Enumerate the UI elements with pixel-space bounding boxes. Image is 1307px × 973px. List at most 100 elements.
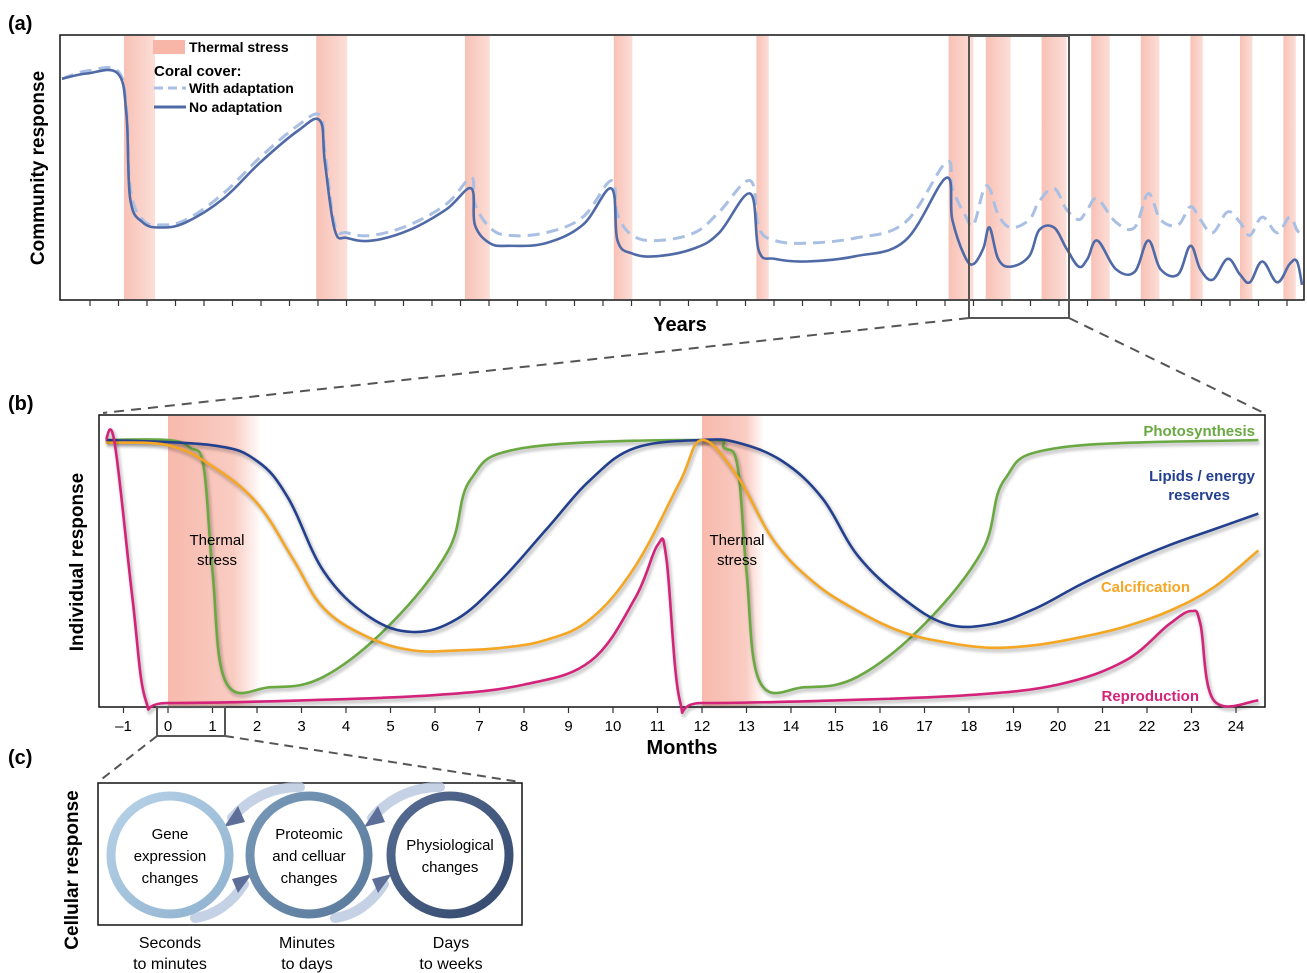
panel-a-legend: Thermal stress Coral cover: With adaptat…	[153, 39, 294, 115]
series-label-reproduction: Reproduction	[1102, 688, 1200, 705]
timescale-1-line1: Seconds	[139, 935, 201, 952]
arrowhead-bottom-1	[232, 874, 252, 893]
stress-band-a-4	[613, 36, 633, 299]
series-label-lipids-1: Lipids / energy	[1149, 468, 1256, 485]
series-line-with-adaptation	[61, 65, 1304, 245]
stress-band-a-5	[756, 36, 769, 299]
legend-thermal-label: Thermal stress	[189, 39, 289, 55]
zoom-box-a	[968, 35, 1070, 319]
b-tick-label-14: 13	[738, 718, 755, 735]
zoom-connector-left	[102, 317, 970, 414]
stress-band-a-10	[1140, 36, 1160, 299]
panel-a-label: (a)	[8, 13, 32, 35]
b-tick-label-1: 0	[164, 718, 172, 735]
b-tick-label-2: 1	[208, 718, 216, 735]
arrowhead-bottom-2	[372, 874, 392, 893]
circle-2-line3: changes	[281, 870, 338, 887]
panel-b-lines	[104, 428, 1262, 718]
b-tick-label-13: 12	[694, 718, 711, 735]
stress-label-2-line2: stress	[717, 552, 757, 569]
stress-label-1-line1: Thermal	[189, 532, 244, 549]
b-tick-label-7: 6	[431, 718, 439, 735]
series-line-reproduction	[104, 428, 1259, 714]
panel-c-ylabel: Cellular response	[62, 790, 83, 949]
b-tick-label-20: 19	[1005, 718, 1022, 735]
circle-1-line3: changes	[142, 870, 199, 887]
panel-a-frame	[59, 34, 1305, 301]
b-tick-label-12: 11	[650, 718, 666, 735]
zoom-connector-right	[1068, 317, 1265, 414]
series-line-photosynthesis	[105, 438, 1259, 695]
panel-a-ticks	[89, 300, 1288, 306]
zoom-connector-c-right	[224, 735, 521, 783]
panel-b-xlabel: Months	[646, 737, 717, 759]
legend-coral-title: Coral cover:	[154, 63, 242, 80]
b-tick-label-3: 2	[253, 718, 261, 735]
b-tick-label-25: 24	[1228, 718, 1245, 735]
arrowhead-top-1	[224, 806, 245, 827]
circle-2-line1: Proteomic	[275, 826, 343, 843]
zoom-connector-c-left	[97, 735, 158, 783]
b-tick-label-9: 8	[520, 718, 528, 735]
panel-b-ticks: –1 0 1 2 3 4 5 6 7 8 9 10 11 12 13 14 15 16 17 18 19 20 21 22 23…	[115, 707, 1244, 735]
b-tick-label-15: 14	[783, 718, 800, 735]
series-line-no-adaptation	[61, 68, 1304, 286]
circle-3-line1: Physiological	[406, 837, 494, 854]
stress-band-a-11	[1190, 36, 1203, 299]
panel-a-lines	[61, 65, 1304, 286]
legend-thermal-swatch	[153, 40, 185, 54]
circle-1-line1: Gene	[152, 826, 189, 843]
b-tick-label-16: 15	[827, 718, 844, 735]
stress-band-a-8	[1041, 36, 1067, 299]
legend-without-label: No adaptation	[189, 99, 282, 115]
b-tick-label-11: 10	[605, 718, 622, 735]
b-tick-label-10: 9	[564, 718, 572, 735]
series-label-lipids-2: reserves	[1168, 487, 1230, 504]
panel-c-label: (c)	[8, 747, 32, 769]
panel-b-ylabel: Individual response	[67, 473, 88, 651]
panel-b: (b) –1 0 1 2 3 4 5 6 7 8 9 10 11 12 13 14 15 16 17 18 19 20 21…	[8, 393, 1266, 783]
timescale-1-line2: to minutes	[133, 956, 207, 973]
b-tick-label-5: 4	[342, 718, 350, 735]
panel-b-label: (b)	[8, 393, 34, 415]
timescale-3-line1: Days	[433, 935, 469, 952]
b-tick-label-18: 17	[916, 718, 933, 735]
arrowhead-top-2	[364, 806, 385, 827]
b-tick-label-21: 20	[1050, 718, 1067, 735]
b-tick-label-17: 16	[872, 718, 889, 735]
stress-band-a-13	[1283, 36, 1296, 299]
b-tick-label-6: 5	[386, 718, 394, 735]
stress-label-1-line2: stress	[197, 552, 237, 569]
stress-label-2-line1: Thermal	[709, 532, 764, 549]
timescale-2-line2: to days	[281, 956, 333, 973]
ring-physiological	[386, 791, 514, 919]
panel-c-frame	[97, 782, 523, 926]
stress-band-a-12	[1240, 36, 1253, 299]
circle-1-line2: expression	[134, 848, 207, 865]
panel-a-xlabel: Years	[653, 314, 706, 336]
stress-band-a-7	[985, 36, 1011, 299]
stress-band-a-3	[465, 36, 490, 299]
b-tick-label-23: 22	[1139, 718, 1156, 735]
circle-2-line2: and celluar	[272, 848, 345, 865]
series-label-photosynthesis: Photosynthesis	[1143, 423, 1255, 440]
timescale-3-line2: to weeks	[419, 956, 482, 973]
timescale-2-line1: Minutes	[279, 935, 335, 952]
panel-a-ylabel: Community response	[28, 71, 49, 265]
panel-c: (c) Cellular response Gene expression ch…	[8, 747, 523, 973]
zoom-box-b	[156, 706, 226, 737]
b-tick-label-0: –1	[115, 718, 132, 735]
panel-b-frame	[98, 414, 1266, 708]
ring-proteomic	[245, 791, 373, 919]
b-tick-label-4: 3	[297, 718, 305, 735]
series-label-calcification: Calcification	[1101, 579, 1190, 596]
stress-band-a-2	[316, 36, 348, 299]
ring-gene-expression	[106, 791, 234, 919]
panel-a: (a) Community response Years Thermal str…	[8, 13, 1305, 414]
b-tick-label-24: 23	[1183, 718, 1200, 735]
legend-with-label: With adaptation	[189, 80, 294, 96]
b-tick-label-19: 18	[961, 718, 978, 735]
circle-3-line2: changes	[422, 859, 479, 876]
b-tick-label-22: 21	[1094, 718, 1111, 735]
